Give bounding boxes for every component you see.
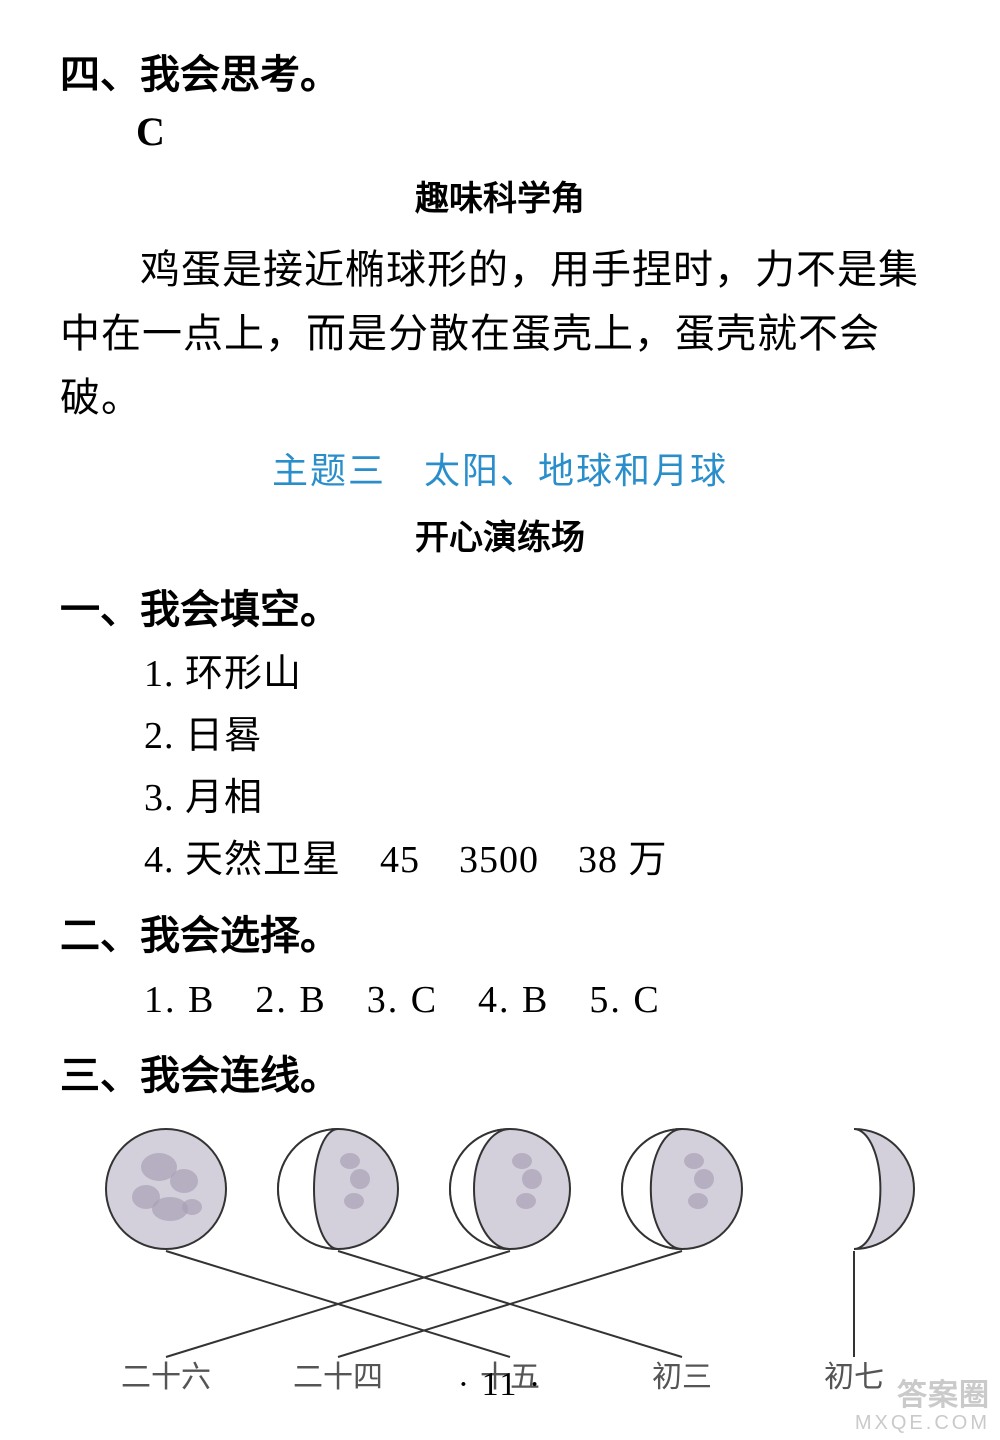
- section1-list: 1. 环形山 2. 日晷 3. 月相 4. 天然卫星 45 3500 38 万: [60, 643, 940, 891]
- list-item: 1. 环形山: [144, 643, 940, 705]
- watermark-line2: MXQE.COM: [855, 1412, 990, 1434]
- page-root: 四、我会思考。 C 趣味科学角 鸡蛋是接近椭球形的，用手捏时，力不是集中在一点上…: [0, 0, 1000, 1440]
- fun-science-title: 趣味科学角: [60, 171, 940, 220]
- section1-heading: 一、我会填空。: [60, 577, 940, 635]
- watermark-line1: 答案圈: [855, 1379, 990, 1412]
- section2-answers: 1. B 2. B 3. C 4. B 5. C: [60, 969, 940, 1031]
- list-item: 4. 天然卫星 45 3500 38 万: [144, 829, 940, 891]
- section4-answer: C: [60, 108, 940, 155]
- section4-heading: 四、我会思考。: [60, 42, 940, 100]
- topic3-subtitle: 开心演练场: [60, 510, 940, 559]
- list-item: 3. 月相: [144, 767, 940, 829]
- moon-svg: 二十六二十四十五初三初七: [70, 1109, 930, 1409]
- fun-science-paragraph: 鸡蛋是接近椭球形的，用手捏时，力不是集中在一点上，而是分散在蛋壳上，蛋壳就不会破…: [60, 238, 940, 430]
- topic3-title: 主题三 太阳、地球和月球: [60, 442, 940, 494]
- page-number: · 11 ·: [0, 1366, 1000, 1404]
- watermark: 答案圈 MXQE.COM: [855, 1379, 990, 1434]
- list-item: 2. 日晷: [144, 705, 940, 767]
- section3-heading: 三、我会连线。: [60, 1043, 940, 1101]
- section2-heading: 二、我会选择。: [60, 903, 940, 961]
